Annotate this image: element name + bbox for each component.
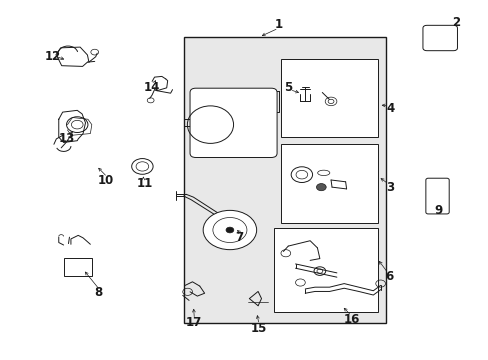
Circle shape <box>316 184 325 191</box>
FancyBboxPatch shape <box>422 25 457 51</box>
Text: 7: 7 <box>235 231 243 244</box>
Text: 13: 13 <box>59 132 75 145</box>
Text: 12: 12 <box>44 50 61 63</box>
Text: 11: 11 <box>137 177 153 190</box>
Text: 17: 17 <box>185 316 201 329</box>
Bar <box>281 59 377 137</box>
FancyBboxPatch shape <box>425 178 448 214</box>
Text: 8: 8 <box>94 286 102 299</box>
Bar <box>63 258 92 276</box>
Text: 4: 4 <box>386 102 394 115</box>
Text: 15: 15 <box>250 322 267 335</box>
Text: 5: 5 <box>284 81 292 94</box>
Bar <box>183 37 385 323</box>
Circle shape <box>203 210 256 249</box>
Bar <box>281 144 377 223</box>
Text: 14: 14 <box>143 81 160 94</box>
Text: 16: 16 <box>343 313 359 326</box>
Text: 10: 10 <box>98 174 114 186</box>
Circle shape <box>225 227 233 233</box>
Text: 3: 3 <box>386 181 394 194</box>
Bar <box>273 228 377 312</box>
Text: 9: 9 <box>434 204 442 217</box>
Text: 6: 6 <box>384 270 392 283</box>
Text: 2: 2 <box>451 16 459 29</box>
Text: 1: 1 <box>274 18 282 31</box>
Circle shape <box>131 158 153 174</box>
Circle shape <box>327 99 333 104</box>
FancyBboxPatch shape <box>190 88 277 157</box>
